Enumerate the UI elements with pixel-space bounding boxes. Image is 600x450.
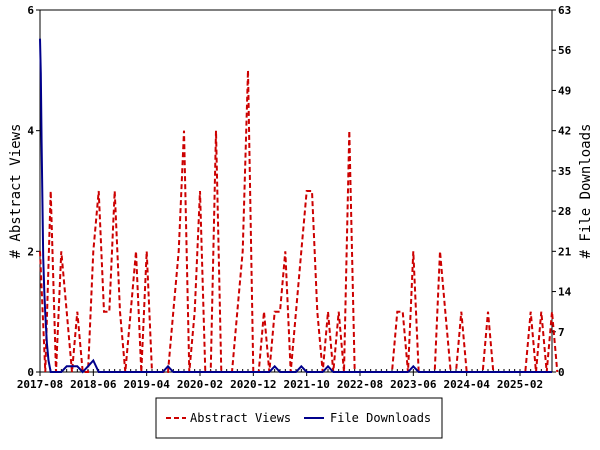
x-tick-label: 2020-02: [177, 378, 223, 391]
y2-tick-label: 0: [558, 366, 565, 379]
y-tick-label: 6: [27, 4, 34, 17]
y2-tick-label: 28: [558, 205, 571, 218]
y2-tick-label: 35: [558, 165, 571, 178]
x-tick-label: 2022-08: [337, 378, 383, 391]
legend: Abstract Views File Downloads: [155, 397, 443, 439]
y-tick-label: 2: [27, 245, 34, 258]
y-tick-label: 0: [27, 366, 34, 379]
y-axis-label: # Abstract Views: [8, 124, 24, 259]
tick-labels: 2017-08 2018-06 2019-04 2020-02 2020-12 2021-…: [17, 4, 572, 391]
legend-box: [155, 397, 443, 439]
legend-label-abstract-views: Abstract Views: [190, 411, 291, 425]
y2-tick-label: 49: [558, 84, 571, 97]
y2-tick-label: 14: [558, 286, 572, 299]
y-tick-label: 4: [27, 125, 34, 138]
x-tick-label: 2023-06: [390, 378, 437, 391]
y2-axis-label: # File Downloads: [578, 124, 594, 259]
x-tick-label: 2019-04: [123, 378, 170, 391]
x-tick-label: 2025-02: [497, 378, 543, 391]
x-tick-label: 2020-12: [230, 378, 276, 391]
series-line-file-downloads: [39, 38, 552, 374]
x-tick-label: 2024-04: [443, 378, 490, 391]
x-tick-label: 2021-10: [283, 378, 329, 391]
y2-tick-label: 63: [558, 4, 571, 17]
y2-tick-label: 7: [558, 326, 565, 339]
series-layer: [39, 38, 559, 374]
legend-label-file-downloads: File Downloads: [330, 411, 431, 425]
x-tick-label: 2017-08: [17, 378, 63, 391]
x-tick-label: 2018-06: [70, 378, 117, 391]
y2-tick-label: 42: [558, 125, 571, 138]
y2-tick-label: 56: [558, 44, 572, 57]
y2-tick-label: 21: [558, 245, 572, 258]
